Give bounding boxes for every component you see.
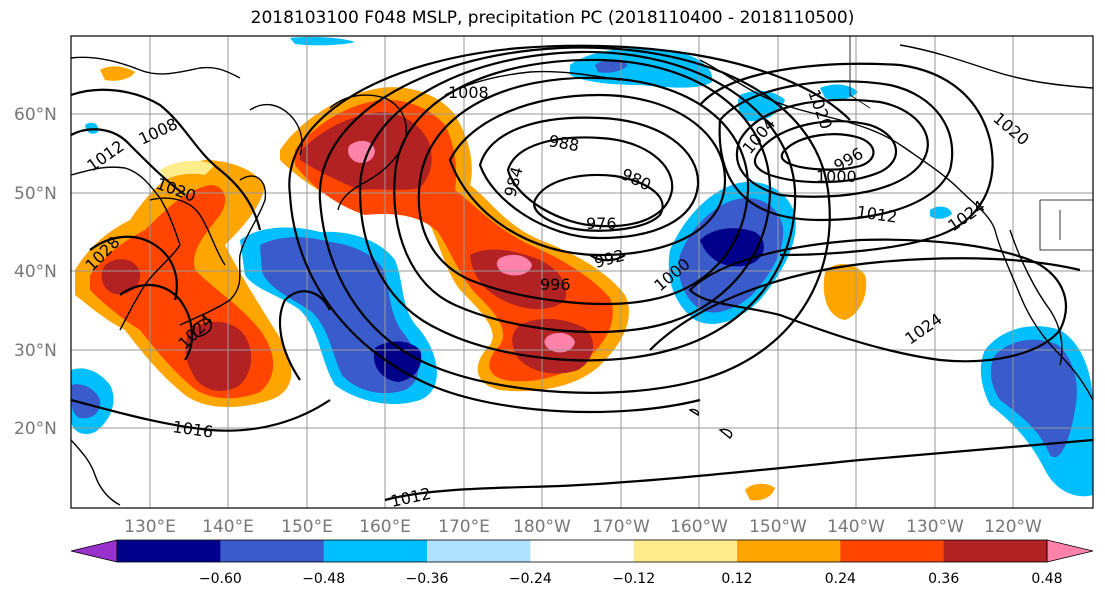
isobar-label: 1000 — [816, 167, 857, 186]
isobar-label: 1008 — [448, 83, 489, 102]
colorbar-swatch — [633, 540, 738, 562]
isobar-label: 996 — [540, 275, 571, 294]
colorbar-swatch — [220, 540, 325, 562]
longitude-label: 170°E — [438, 517, 490, 537]
longitude-label: 140°W — [827, 517, 885, 537]
colorbar-tick-label: −0.24 — [509, 571, 552, 587]
colorbar-tick-label: 0.24 — [825, 571, 856, 587]
colorbar-tick-label: −0.36 — [406, 571, 449, 587]
longitude-label: 120°W — [984, 517, 1042, 537]
colorbar-swatch — [840, 540, 945, 562]
colorbar-tick-label: −0.60 — [199, 571, 242, 587]
longitude-label: 140°E — [202, 517, 254, 537]
map-frame — [70, 35, 1094, 509]
colorbar-tick-label: 0.12 — [721, 571, 752, 587]
colorbar-tick-labels: −0.60 −0.48 −0.36 −0.24 −0.12 0.12 0.24 0.36 0.4… — [199, 571, 1063, 587]
longitude-label: 170°W — [592, 517, 650, 537]
colorbar-swatch — [117, 540, 221, 562]
political-borders — [849, 36, 1093, 251]
map-title: 2018103100 F048 MSLP, precipitation PC (… — [250, 8, 855, 28]
longitude-label: 160°E — [359, 517, 411, 537]
colorbar-swatch — [427, 540, 531, 562]
graticule — [71, 36, 1093, 508]
latitude-axis: 60°N 50°N 40°N 30°N 20°N — [14, 105, 57, 439]
isobar-label: 976 — [586, 214, 617, 233]
colorbar-extend-high — [1046, 539, 1094, 563]
colorbar-tick-label: −0.12 — [612, 571, 655, 587]
latitude-label: 60°N — [14, 105, 57, 125]
latitude-label: 20°N — [14, 419, 57, 439]
mslp-isobars — [71, 44, 1093, 502]
longitude-label: 150°W — [749, 517, 807, 537]
colorbar-tick-label: 0.48 — [1031, 571, 1062, 587]
longitude-label: 160°W — [670, 517, 728, 537]
colorbar-swatch — [323, 540, 428, 562]
colorbar-tick-label: −0.48 — [302, 571, 345, 587]
colorbar-outline — [116, 539, 1048, 563]
colorbar-swatch — [737, 540, 841, 562]
longitude-label: 150°E — [281, 517, 333, 537]
colorbar-swatch — [943, 540, 1048, 562]
latitude-label: 50°N — [14, 184, 57, 204]
colorbar-tick-label: 0.36 — [928, 571, 959, 587]
latitude-label: 30°N — [14, 341, 57, 361]
colorbar-swatch — [530, 540, 635, 562]
longitude-axis: 130°E 140°E 150°E 160°E 170°E 180°W 170°… — [124, 517, 1042, 537]
colorbar — [70, 539, 1094, 563]
latitude-label: 40°N — [14, 262, 57, 282]
longitude-label: 130°W — [906, 517, 964, 537]
colorbar-extend-low — [70, 539, 118, 563]
longitude-label: 180°W — [513, 517, 571, 537]
longitude-label: 130°E — [124, 517, 176, 537]
